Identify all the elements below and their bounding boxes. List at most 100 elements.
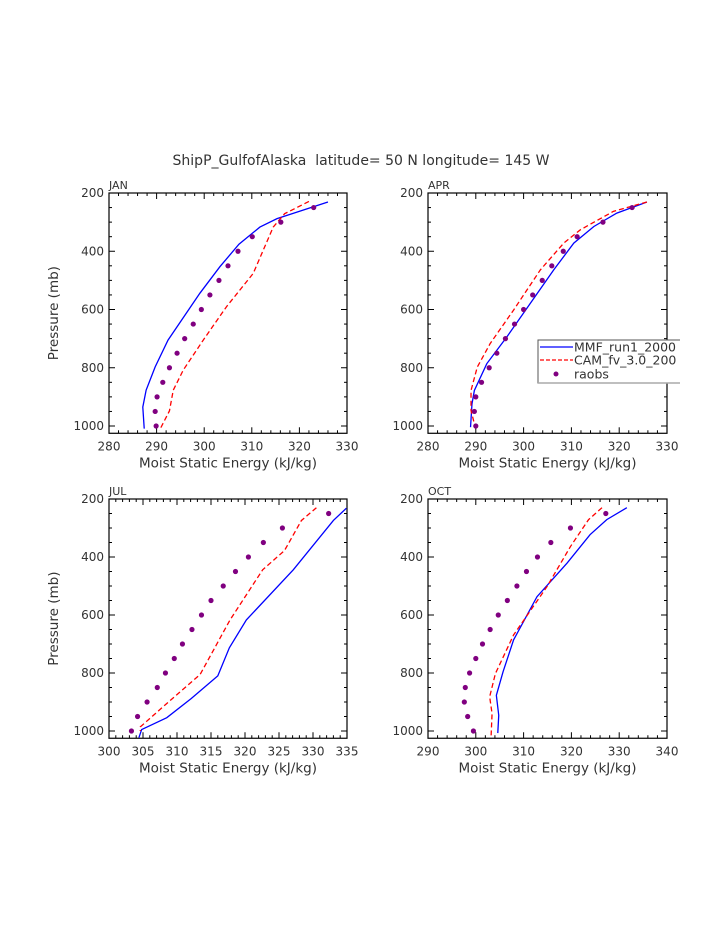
plot-frame xyxy=(427,498,668,739)
raobs-point xyxy=(235,248,241,254)
x-tick-label: 310 xyxy=(512,744,535,758)
raobs-point xyxy=(574,234,580,240)
raobs-point xyxy=(179,641,186,647)
x-tick-label: 320 xyxy=(234,744,257,758)
y-tick-label: 600 xyxy=(400,608,423,622)
legend-label: CAM_fv_3.0_200 xyxy=(574,353,676,368)
series-line-cam xyxy=(139,507,317,731)
plot-frame xyxy=(427,192,668,434)
x-tick-label: 305 xyxy=(132,744,155,758)
raobs-point xyxy=(260,539,266,546)
y-tick-label: 800 xyxy=(400,361,423,375)
panel-jan: 280 290 300 310 320 330 200 400 600 800 1000 JAN Moi… xyxy=(46,179,358,471)
series-line-mmf xyxy=(495,507,628,734)
raobs-point xyxy=(174,350,180,356)
figure-title: ShipP_GulfofAlaska latitude= 50 N longit… xyxy=(173,153,550,169)
raobs-point xyxy=(534,554,541,560)
y-tick-label: 200 xyxy=(81,492,104,506)
raobs-point xyxy=(478,379,485,385)
raobs-point xyxy=(278,219,284,225)
y-tick-label: 400 xyxy=(81,550,104,564)
y-tick-label: 800 xyxy=(400,666,423,680)
y-tick-label: 200 xyxy=(81,186,104,200)
raobs-point xyxy=(629,204,635,211)
raobs-point xyxy=(232,568,239,575)
raobs-point xyxy=(523,568,530,575)
raobs-point xyxy=(567,525,574,531)
raobs-point xyxy=(225,263,231,269)
series-line-mmf xyxy=(138,507,347,738)
panel-oct: 290 300 310 320 330 340 200 400 600 800 1000 OCT Moi… xyxy=(392,485,678,776)
x-tick-label: 310 xyxy=(560,439,583,453)
raobs-point xyxy=(198,612,205,618)
plot-frame xyxy=(108,498,348,739)
raobs-point xyxy=(144,699,150,705)
raobs-point xyxy=(514,583,520,589)
series-line-cam xyxy=(489,507,603,737)
y-tick-label: 1000 xyxy=(73,724,104,738)
y-tick-label: 400 xyxy=(400,550,423,564)
y-tick-label: 600 xyxy=(81,303,104,317)
x-tick-label: 300 xyxy=(464,744,487,758)
y-tick-label: 800 xyxy=(81,361,104,375)
raobs-point xyxy=(162,670,169,676)
raobs-point xyxy=(189,626,195,633)
raobs-point xyxy=(154,684,160,691)
panel-jul: 300 305 310 315 320 325 330 335 200 400 600 800 1000… xyxy=(46,485,358,776)
panel-label: JAN xyxy=(108,179,128,192)
x-axis-label: Moist Static Energy (kJ/kg) xyxy=(139,455,317,471)
raobs-point xyxy=(245,554,251,560)
y-tick-label: 1000 xyxy=(392,724,423,738)
raobs-point xyxy=(539,277,545,283)
x-tick-label: 315 xyxy=(200,744,223,758)
raobs-point xyxy=(465,713,471,720)
raobs-point xyxy=(461,699,467,705)
raobs-point xyxy=(462,684,468,691)
raobs-point xyxy=(216,277,222,283)
raobs-point xyxy=(160,379,166,385)
raobs-point xyxy=(603,510,609,517)
panel-label: JUL xyxy=(108,485,127,498)
y-axis-label: Pressure (mb) xyxy=(46,266,62,360)
raobs-point xyxy=(166,365,173,371)
raobs-point xyxy=(190,321,196,327)
raobs-point xyxy=(153,423,159,429)
raobs-point xyxy=(549,263,555,269)
y-tick-label: 200 xyxy=(400,492,423,506)
raobs-point xyxy=(128,728,135,734)
y-tick-label: 1000 xyxy=(392,419,423,433)
x-tick-label: 300 xyxy=(98,744,121,758)
x-axis-label: Moist Static Energy (kJ/kg) xyxy=(459,455,637,471)
y-tick-label: 800 xyxy=(81,666,104,680)
series-line-cam xyxy=(158,200,310,431)
plot-frame xyxy=(108,192,348,434)
raobs-point xyxy=(326,510,332,517)
x-tick-label: 310 xyxy=(240,439,263,453)
raobs-point xyxy=(207,292,213,298)
raobs-point xyxy=(494,350,500,356)
raobs-point xyxy=(560,248,566,254)
raobs-point xyxy=(134,713,141,720)
legend-label: raobs xyxy=(574,367,609,382)
panel-apr: 280 290 300 310 320 330 200 400 600 800 1000 APR Moi… xyxy=(392,179,678,471)
series-line-cam xyxy=(470,201,648,428)
series-line-mmf xyxy=(469,201,648,428)
x-tick-label: 330 xyxy=(336,439,359,453)
x-tick-label: 320 xyxy=(288,439,311,453)
legend-swatch-raobs xyxy=(553,371,559,377)
y-tick-label: 600 xyxy=(400,303,423,317)
x-tick-label: 335 xyxy=(336,744,359,758)
raobs-point xyxy=(471,408,477,415)
panel-label: OCT xyxy=(428,485,451,498)
raobs-point xyxy=(479,641,486,647)
raobs-point xyxy=(486,365,492,371)
x-axis-label: Moist Static Energy (kJ/kg) xyxy=(139,760,317,776)
x-tick-label: 310 xyxy=(166,744,189,758)
y-tick-label: 200 xyxy=(400,186,423,200)
raobs-point xyxy=(530,292,536,298)
raobs-point xyxy=(495,612,501,618)
y-axis-label: Pressure (mb) xyxy=(46,572,62,666)
y-tick-label: 1000 xyxy=(73,419,104,433)
